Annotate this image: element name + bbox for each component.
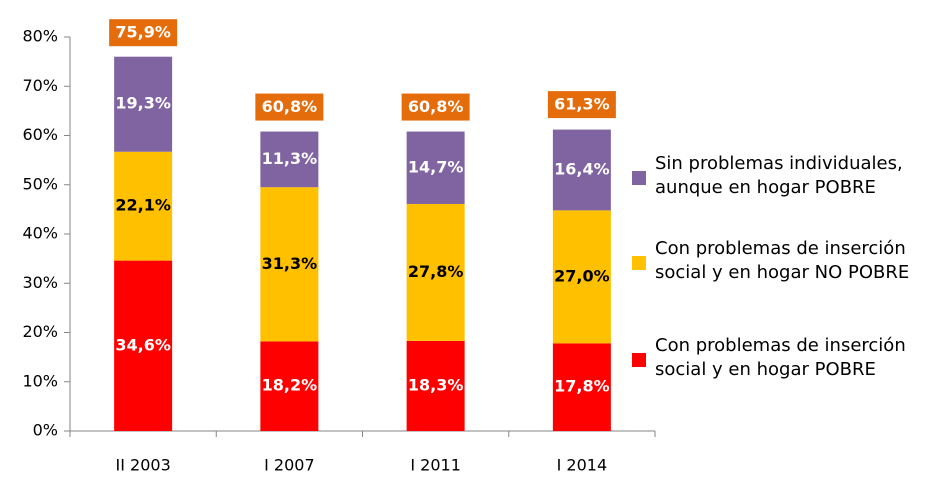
bar-segment <box>114 151 173 261</box>
bar-segment <box>406 131 465 204</box>
value-label: 17,8% <box>554 377 610 396</box>
legend-swatch <box>632 256 646 270</box>
legend-label: Sin problemas individuales, aunque en ho… <box>655 153 903 198</box>
bar-segment <box>552 129 611 211</box>
y-tick-label: 30% <box>22 273 58 292</box>
bar-segment <box>260 131 319 188</box>
legend-swatch <box>632 353 646 367</box>
total-label: 61,3% <box>554 95 610 114</box>
bar-segment <box>260 187 319 342</box>
total-label: 60,8% <box>262 97 318 116</box>
bar-segment <box>114 56 173 152</box>
bar-segment <box>406 340 465 431</box>
bar-segment <box>406 203 465 341</box>
y-tick-label: 0% <box>33 421 58 440</box>
total-box <box>109 19 178 47</box>
y-tick-label: 60% <box>22 125 58 144</box>
value-label: 11,3% <box>262 149 318 168</box>
y-tick-label: 50% <box>22 174 58 193</box>
value-label: 27,0% <box>554 266 610 285</box>
legend-label: Con problemas de inserción social y en h… <box>655 238 910 283</box>
x-tick-label: I 2014 <box>557 456 608 475</box>
value-label: 34,6% <box>115 335 171 354</box>
value-label: 16,4% <box>554 159 610 178</box>
total-box <box>401 93 470 121</box>
value-label: 31,3% <box>262 254 318 273</box>
bar-segment <box>552 210 611 344</box>
x-tick-label: II 2003 <box>116 456 171 475</box>
total-box <box>255 93 324 121</box>
value-label: 18,3% <box>408 375 464 394</box>
legend-label: Con problemas de inserción social y en h… <box>655 335 906 380</box>
value-label: 18,2% <box>262 376 318 395</box>
value-label: 27,8% <box>408 262 464 281</box>
x-tick-label: I 2007 <box>264 456 315 475</box>
y-tick-label: 40% <box>22 224 58 243</box>
y-tick-label: 80% <box>22 27 58 46</box>
y-tick-label: 20% <box>22 322 58 341</box>
bar-segment <box>114 260 173 431</box>
bar-segment <box>552 343 611 431</box>
total-label: 75,9% <box>115 23 171 42</box>
total-box <box>547 91 616 119</box>
value-label: 22,1% <box>115 196 171 215</box>
legend-swatch <box>632 171 646 185</box>
y-tick-label: 10% <box>22 371 58 390</box>
value-label: 14,7% <box>408 157 464 176</box>
total-label: 60,8% <box>408 97 464 116</box>
x-tick-label: I 2011 <box>410 456 461 475</box>
bar-segment <box>260 341 319 431</box>
y-tick-label: 70% <box>22 76 58 95</box>
value-label: 19,3% <box>115 94 171 113</box>
